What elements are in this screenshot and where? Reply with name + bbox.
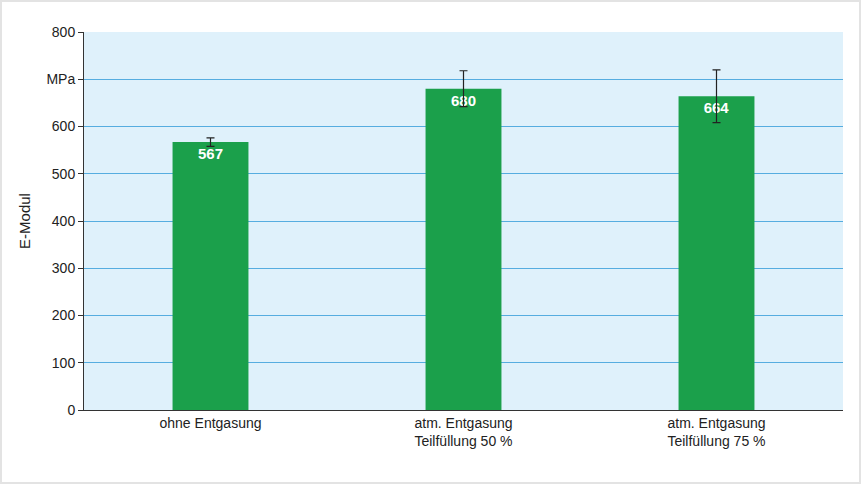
svg-text:200: 200	[52, 307, 76, 323]
svg-text:ohne Entgasung: ohne Entgasung	[160, 415, 262, 431]
svg-text:0: 0	[67, 402, 75, 418]
svg-text:664: 664	[704, 99, 730, 116]
svg-text:680: 680	[451, 92, 476, 109]
svg-text:MPa: MPa	[46, 71, 75, 87]
svg-text:567: 567	[198, 145, 223, 162]
svg-text:800: 800	[52, 24, 76, 40]
svg-text:600: 600	[52, 118, 76, 134]
svg-text:atm. EntgasungTeilfüllung 50 %: atm. EntgasungTeilfüllung 50 %	[414, 415, 512, 449]
svg-text:100: 100	[52, 355, 76, 371]
svg-text:E-Modul: E-Modul	[16, 193, 33, 249]
svg-text:400: 400	[52, 213, 76, 229]
svg-text:atm. EntgasungTeilfüllung 75 %: atm. EntgasungTeilfüllung 75 %	[667, 415, 765, 449]
svg-text:500: 500	[52, 166, 76, 182]
svg-text:300: 300	[52, 260, 76, 276]
